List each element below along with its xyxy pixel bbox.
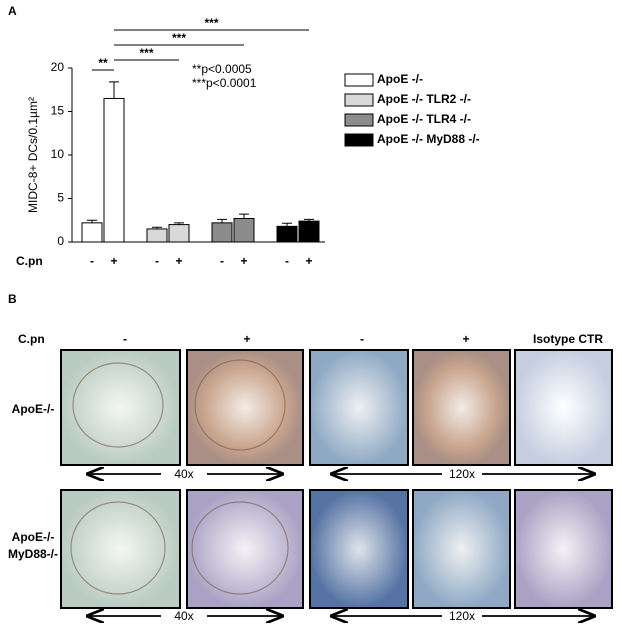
micrograph <box>186 349 304 466</box>
significance-label: *** <box>139 46 153 60</box>
micrograph <box>412 349 511 466</box>
x-tick-label: + <box>240 254 247 268</box>
micrograph <box>309 349 409 466</box>
annotation: **p<0.0005 <box>192 62 252 76</box>
row-label: MyD88-/- <box>8 547 58 561</box>
legend-label: ApoE -/- TLR4 -/- <box>377 112 471 126</box>
x-tick-label: - <box>220 254 224 268</box>
bar <box>103 97 125 243</box>
label-bg <box>442 467 482 481</box>
micrograph <box>60 349 181 466</box>
bar <box>298 220 320 243</box>
panel-label: B <box>8 292 17 306</box>
error-bar <box>152 226 162 229</box>
y-tick-label: 15 <box>51 104 65 118</box>
treatment-label: C.pn <box>18 332 45 346</box>
column-header: + <box>462 332 469 346</box>
micrograph-grid <box>60 349 613 609</box>
panel-label: A <box>8 4 17 18</box>
micrograph-panel: 40x 120x 40x 120x C.pn - + - + Isotype C… <box>8 332 613 623</box>
micrograph <box>309 489 409 609</box>
error-bar <box>304 218 314 222</box>
error-bar <box>109 81 119 99</box>
legend-swatch <box>344 113 374 127</box>
column-header: - <box>123 332 127 346</box>
significance-label: *** <box>204 16 218 30</box>
magnification: 40x <box>174 609 193 623</box>
column-header: - <box>360 332 364 346</box>
micrograph <box>514 349 613 466</box>
bar <box>168 224 190 243</box>
significance-label: ** <box>98 56 108 70</box>
y-tick-label: 10 <box>51 147 65 161</box>
error-bar <box>239 213 249 219</box>
y-tick-label: 20 <box>51 60 65 74</box>
bar <box>146 228 168 243</box>
label-bg <box>442 609 482 623</box>
error-bar <box>87 219 97 223</box>
x-tick-label: - <box>155 254 159 268</box>
legend-swatch <box>344 73 374 87</box>
row-label: ApoE-/- <box>12 530 55 544</box>
x-tick-label: - <box>90 254 94 268</box>
error-bar <box>217 218 227 223</box>
legend-swatch <box>344 93 374 107</box>
legend-label: ApoE -/- TLR2 -/- <box>377 92 471 106</box>
x-tick-label: - <box>285 254 289 268</box>
bar <box>276 225 298 243</box>
row-label: ApoE-/- <box>12 402 55 416</box>
x-tick-label: + <box>110 254 117 268</box>
legend-label: ApoE -/- MyD88 -/- <box>377 132 480 146</box>
error-bar <box>282 222 292 227</box>
label-bg <box>161 467 207 481</box>
annotation: ***p<0.0001 <box>192 76 257 90</box>
y-tick-label: 0 <box>57 234 64 248</box>
bar <box>81 222 103 243</box>
y-axis-label: MIDC-8+ DCs/0.1µm² <box>26 97 40 213</box>
bar <box>211 222 233 243</box>
y-tick-label: 5 <box>57 191 64 205</box>
label-bg <box>161 609 207 623</box>
x-tick-label: + <box>175 254 182 268</box>
column-header: + <box>243 332 250 346</box>
micrograph <box>412 489 511 609</box>
micrograph <box>60 489 181 609</box>
column-header: Isotype CTR <box>533 332 603 346</box>
magnification: 40x <box>174 467 193 481</box>
significance-label: *** <box>172 31 186 45</box>
x-axis-label: C.pn <box>16 254 43 268</box>
micrograph <box>514 489 613 609</box>
bar-chart: 0 5 10 15 20 MIDC-8+ DCs/0.1µm² C.pn - + ApoE -/-… <box>16 16 480 268</box>
legend-swatch <box>344 133 374 147</box>
tissue-outline <box>70 359 289 595</box>
x-tick-label: + <box>305 254 312 268</box>
magnification: 120x <box>449 609 475 623</box>
error-bar <box>174 222 184 225</box>
micrograph <box>186 489 304 609</box>
magnification: 120x <box>449 467 475 481</box>
legend-label: ApoE -/- <box>377 72 423 86</box>
bar <box>233 218 255 243</box>
